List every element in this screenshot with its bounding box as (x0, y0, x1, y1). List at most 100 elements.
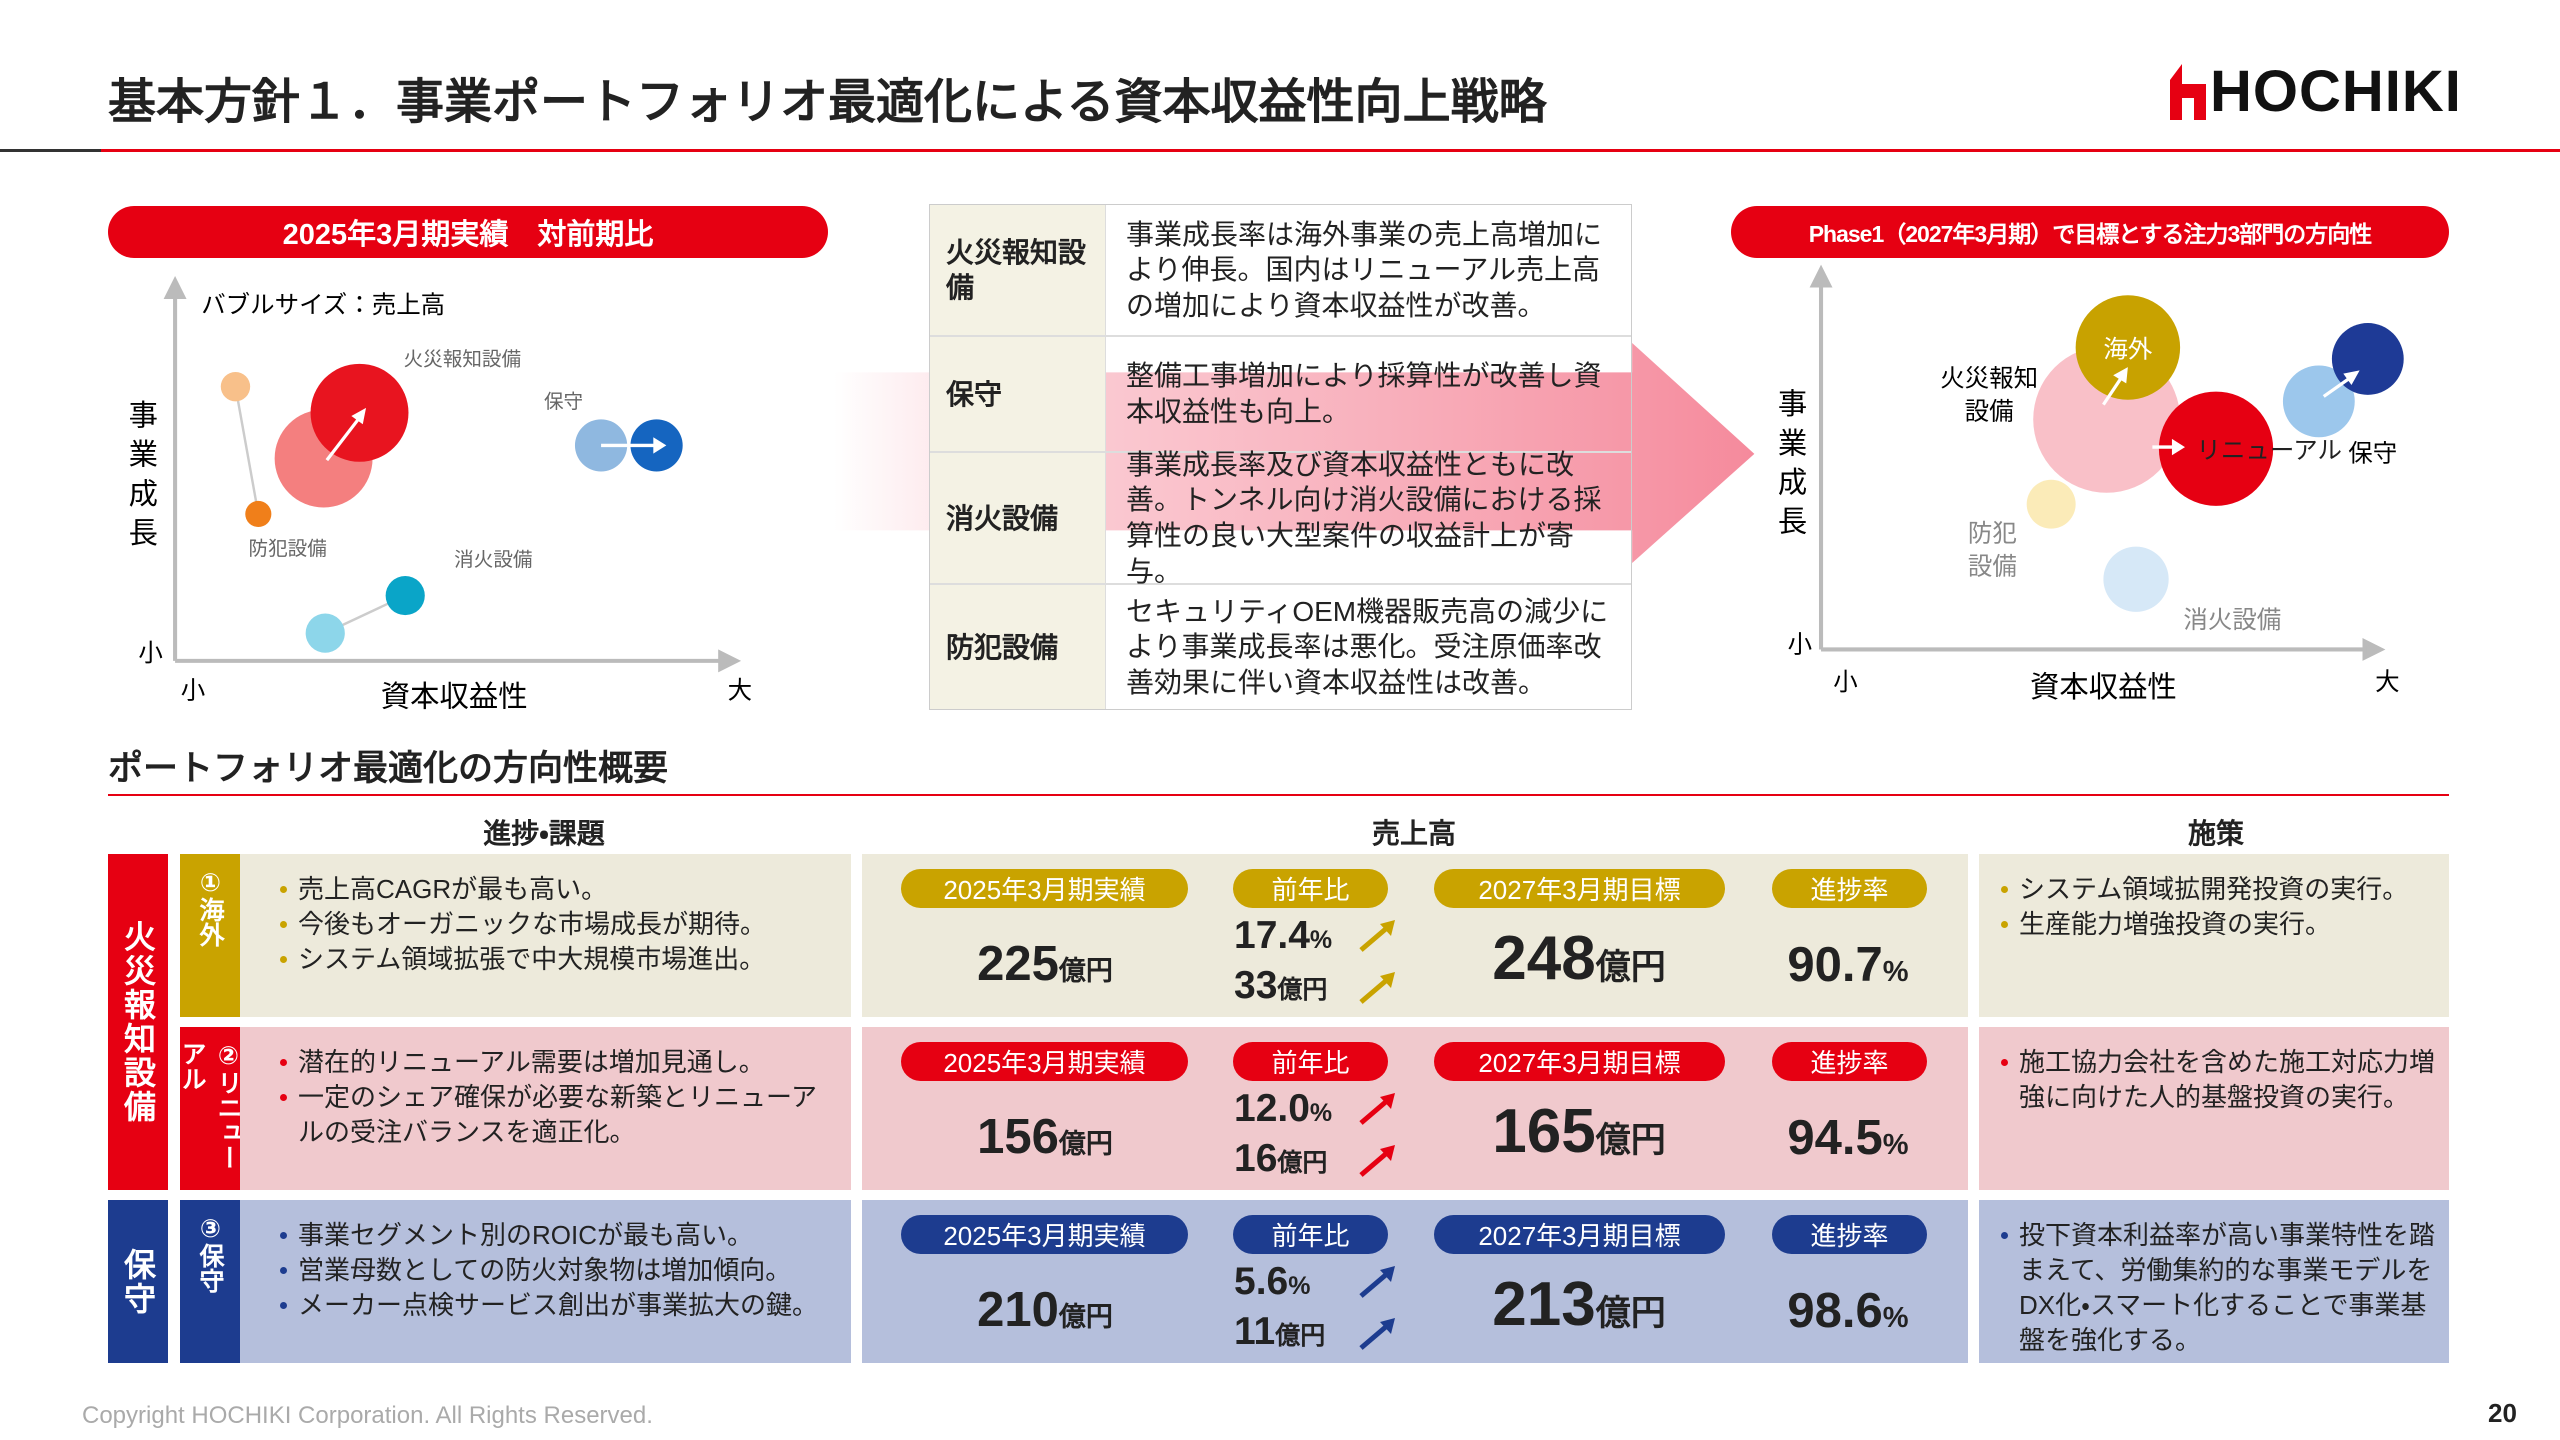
measures: 施工協力会社を含めた施工対応力増強に向けた人的基盤投資の実行。 (1979, 1027, 2449, 1190)
x-low: 小 (1833, 668, 1857, 696)
note: バブルサイズ：売上高 (201, 291, 445, 319)
sales-box: 2025年3月期実績 前年比 2027年3月期目標 進捗率 156億円 12.0% 16億円… (862, 1027, 1968, 1190)
figure-unit: 億円 (1058, 955, 1113, 986)
bubble-label: 消火設備 (454, 549, 532, 571)
bubble-label: 海外 (2103, 335, 2152, 363)
trend-arrow (1359, 1318, 1395, 1350)
title: 基本方針１．事業ポートフォリオ最適化による資本収益性向上戦略 (108, 76, 1547, 129)
trend-arrow (1359, 972, 1395, 1004)
row-text: 整備工事増加により採算性が改善し資本収益性も向上。 (1105, 337, 1631, 451)
bullet (280, 1232, 287, 1239)
bubble-label: 保守 (544, 391, 583, 413)
chart-title: Phase1（2027年3月期）で目標とする注力3部門の方向性 (1731, 206, 2449, 258)
sales-figure: 225億円 (845, 930, 1245, 1011)
right-bubble-chart: 事業成長 小 小 大 資本収益性 海外 リニューアル 保守 火災報知 設備 防犯… (1774, 264, 2404, 704)
bullet (2001, 886, 2008, 893)
sales-pill: 前年比 (1233, 869, 1388, 908)
figure-value: 17.4 (1234, 913, 1310, 957)
table-row: 火災報知設備 事業成長率は海外事業の売上高増加により伸長。国内はリニューアル売上高… (930, 205, 1631, 335)
figure-unit: % (1309, 925, 1333, 954)
figure-value: 165 (1492, 1096, 1596, 1166)
table-row: 消火設備 事業成長率及び資本収益性ともに改善。トンネル向け消火設備における採算性の… (930, 449, 1631, 587)
sales-figure: 5.6% (1234, 1255, 1310, 1318)
bullet (280, 886, 287, 893)
bullet-item: 潜在的リニューアル需要は増加見通し。 (278, 1045, 841, 1080)
y-low: 小 (138, 639, 162, 667)
bullet (280, 1094, 287, 1101)
sales-figure: 156億円 (845, 1103, 1245, 1184)
figure-unit: % (1882, 1128, 1909, 1161)
row-label: 消火設備 (930, 453, 1105, 583)
row-text: 事業成長率は海外事業の売上高増加により伸長。国内はリニューアル売上高の増加により… (1105, 205, 1631, 335)
figure-unit: 億円 (1058, 1301, 1113, 1332)
bullet (2001, 921, 2008, 928)
group-text: 火災報知設備 (120, 920, 156, 1124)
y-label: 事業成長 (124, 400, 157, 557)
sales-box: 2025年3月期実績 前年比 2027年3月期目標 進捗率 210億円 5.6% 11億円 2… (862, 1200, 1968, 1363)
trend-arrow (1359, 1266, 1395, 1298)
group-label: 火災報知設備 (108, 854, 168, 1190)
bullet-item: 今後もオーガニックな市場成長が期待。 (278, 907, 841, 942)
x-low: 小 (181, 676, 205, 704)
section-rule (108, 794, 2449, 796)
bullet-text: 一定のシェア確保が必要な新築とリニューアルの受注バランスを適正化。 (298, 1082, 817, 1147)
logo-mark (2170, 64, 2206, 120)
row-text: 事業成長率及び資本収益性ともに改善。トンネル向け消火設備における採算性の良い大型… (1105, 449, 1631, 587)
figure-value: 156 (977, 1109, 1059, 1164)
row-text: セキュリティOEM機器販売高の減少により事業成長率は悪化。受注原価率改善効果に伴… (1105, 585, 1631, 709)
sales-figure: 248億円 (1379, 916, 1779, 1019)
bullet-text: 投下資本利益率が高い事業特性を踏まえて、労働集約的な事業モデルをDX化・スマート… (2019, 1220, 2436, 1355)
sales-pill: 前年比 (1233, 1042, 1388, 1081)
bubble-label: 設備 (1965, 397, 2014, 425)
bubble-label: 保守 (2348, 440, 2397, 468)
bullet-text: 売上高CAGRが最も高い。 (298, 874, 608, 904)
trend-arrow (1359, 1145, 1395, 1177)
segment-label: ①海外 (196, 868, 224, 947)
segment-label: ③保守 (196, 1214, 224, 1293)
figure-value: 11 (1234, 1309, 1276, 1353)
header-rule (0, 149, 101, 152)
sales-pill: 前年比 (1233, 1215, 1388, 1254)
figure-value: 225 (977, 936, 1059, 991)
bullet (280, 956, 287, 963)
sales-pill: 2027年3月期目標 (1434, 869, 1725, 908)
sales-pill: 2025年3月期実績 (901, 1042, 1188, 1081)
bullet-text: システム領域拡張で中大規模市場進出。 (298, 944, 766, 974)
figure-unit: 億円 (1277, 975, 1328, 1004)
sales-pill: 進捗率 (1772, 1042, 1927, 1081)
bullet-item: 投下資本利益率が高い事業特性を踏まえて、労働集約的な事業モデルをDX化・スマート… (1999, 1218, 2435, 1358)
figure-value: 16 (1234, 1136, 1278, 1180)
bullet-text: 生産能力増強投資の実行。 (2019, 909, 2332, 939)
sales-figure: 12.0% (1234, 1082, 1332, 1145)
bullet (280, 1267, 287, 1274)
x-high: 大 (2375, 668, 2399, 696)
bullet-text: メーカー点検サービス創出が事業拡大の鍵。 (298, 1290, 819, 1320)
sales-pill: 進捗率 (1772, 869, 1927, 908)
bullet-item: 事業セグメント別のROICが最も高い。 (278, 1218, 841, 1253)
figure-value: 12.0 (1234, 1086, 1310, 1130)
column-header: 売上高 (1371, 818, 1456, 849)
bubble-label: 消火設備 (2183, 606, 2281, 634)
bullet-item: システム領域拡張で中大規模市場進出。 (278, 942, 841, 977)
sales-figure: 33億円 (1234, 959, 1327, 1022)
y-label: 事業成長 (1774, 388, 1807, 545)
figure-value: 98.6 (1787, 1283, 1883, 1338)
issues: 潜在的リニューアル需要は増加見通し。 一定のシェア確保が必要な新築とリニューアルの… (240, 1027, 851, 1190)
segment: ②リニューアル (178, 1027, 242, 1190)
figure-unit: 億円 (1277, 1148, 1328, 1177)
sales-figure: 94.5% (1648, 1104, 2048, 1185)
header-rule (101, 149, 2560, 152)
figure-unit: % (1882, 955, 1909, 988)
sales-pill: 2025年3月期実績 (901, 1215, 1188, 1254)
bullet-item: システム領域拡開発投資の実行。 (1999, 872, 2435, 907)
sales-pill: 進捗率 (1772, 1215, 1927, 1254)
bubble-label: リニューアル (2196, 437, 2342, 464)
sales-pill: 2027年3月期目標 (1434, 1215, 1725, 1254)
segment-label: ②リニューアル (178, 1041, 242, 1170)
bullet (280, 1059, 287, 1066)
figure-unit: 億円 (1595, 947, 1666, 987)
bullet-item: 売上高CAGRが最も高い。 (278, 872, 841, 907)
sales-figure: 210億円 (845, 1276, 1245, 1357)
issues: 売上高CAGRが最も高い。 今後もオーガニックな市場成長が期待。 システム領域拡張で… (240, 854, 851, 1017)
